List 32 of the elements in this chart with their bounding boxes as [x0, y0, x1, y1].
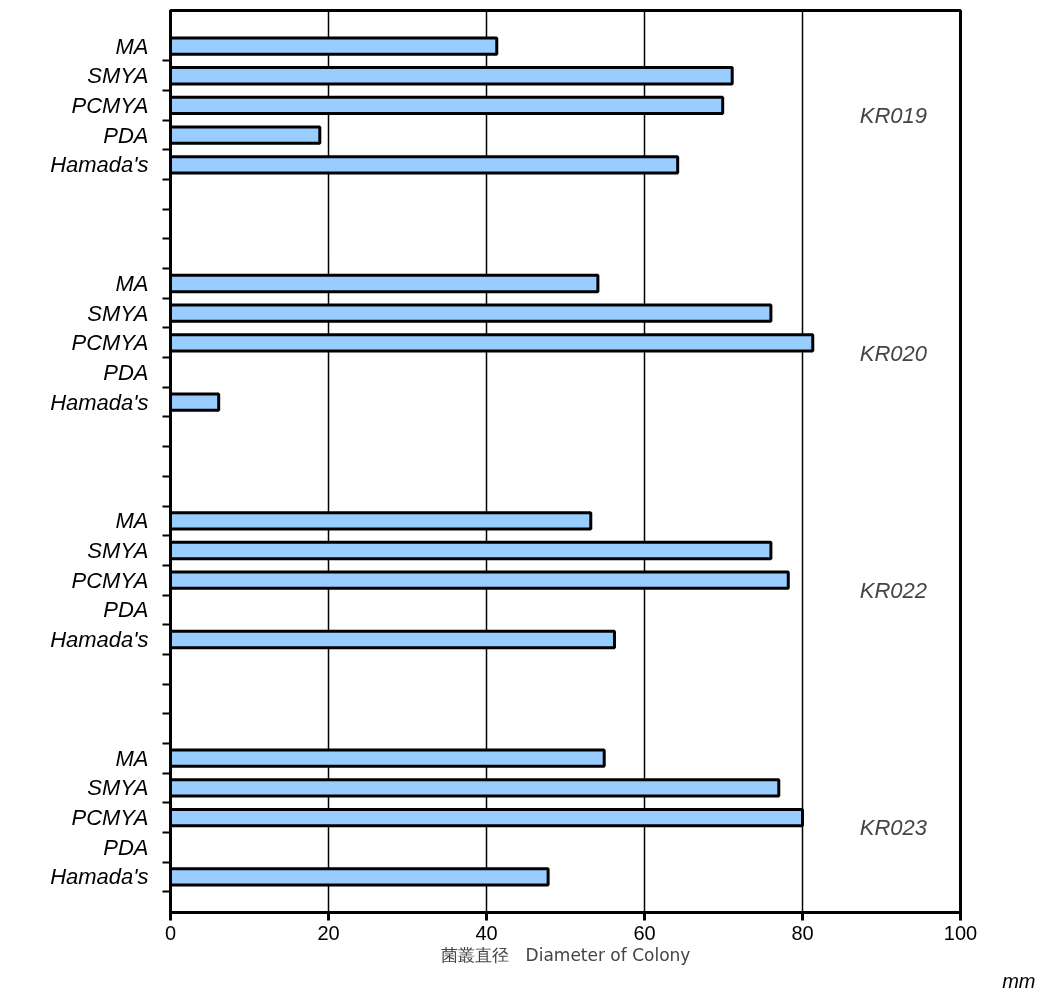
annotation: KR020 — [859, 340, 928, 366]
y-tick-label: PCMYA — [71, 330, 149, 356]
x-tick-label: 20 — [317, 921, 340, 944]
y-tick-label: PDA — [103, 359, 149, 385]
annotation: KR023 — [859, 815, 928, 841]
y-tick-label: Hamada's — [50, 627, 149, 653]
y-tick-label: MA — [115, 270, 149, 296]
annotation: KR019 — [859, 103, 927, 129]
y-tick-label: PCMYA — [71, 567, 149, 593]
y-tick-label: SMYA — [87, 775, 149, 801]
y-tick-label: MA — [115, 33, 149, 59]
x-tick-label: 60 — [633, 921, 656, 944]
y-tick-label: Hamada's — [50, 864, 149, 890]
y-tick-label: PDA — [103, 597, 149, 623]
y-tick-label: PCMYA — [71, 92, 149, 118]
y-tick-label: Hamada's — [50, 389, 149, 415]
y-tick-label: SMYA — [87, 63, 149, 89]
x-tick-label: 40 — [475, 921, 498, 944]
y-tick-label: SMYA — [87, 538, 149, 564]
x-tick-label: 100 — [943, 921, 978, 944]
y-tick-label: SMYA — [87, 300, 149, 326]
y-tick-label: Hamada's — [50, 152, 149, 178]
y-tick-label: PCMYA — [71, 805, 149, 831]
x-tick-label: 80 — [791, 921, 814, 944]
text: mm — [1002, 969, 1036, 992]
annotation: KR022 — [859, 578, 927, 604]
y-tick-label: PDA — [103, 834, 149, 860]
y-tick-label: MA — [115, 745, 149, 771]
y-tick-label: MA — [115, 508, 149, 534]
x-axis-title: 菌叢直径 Diameter of Colony — [440, 944, 691, 965]
x-tick-label: 0 — [164, 921, 177, 944]
y-tick-label: PDA — [103, 122, 149, 148]
